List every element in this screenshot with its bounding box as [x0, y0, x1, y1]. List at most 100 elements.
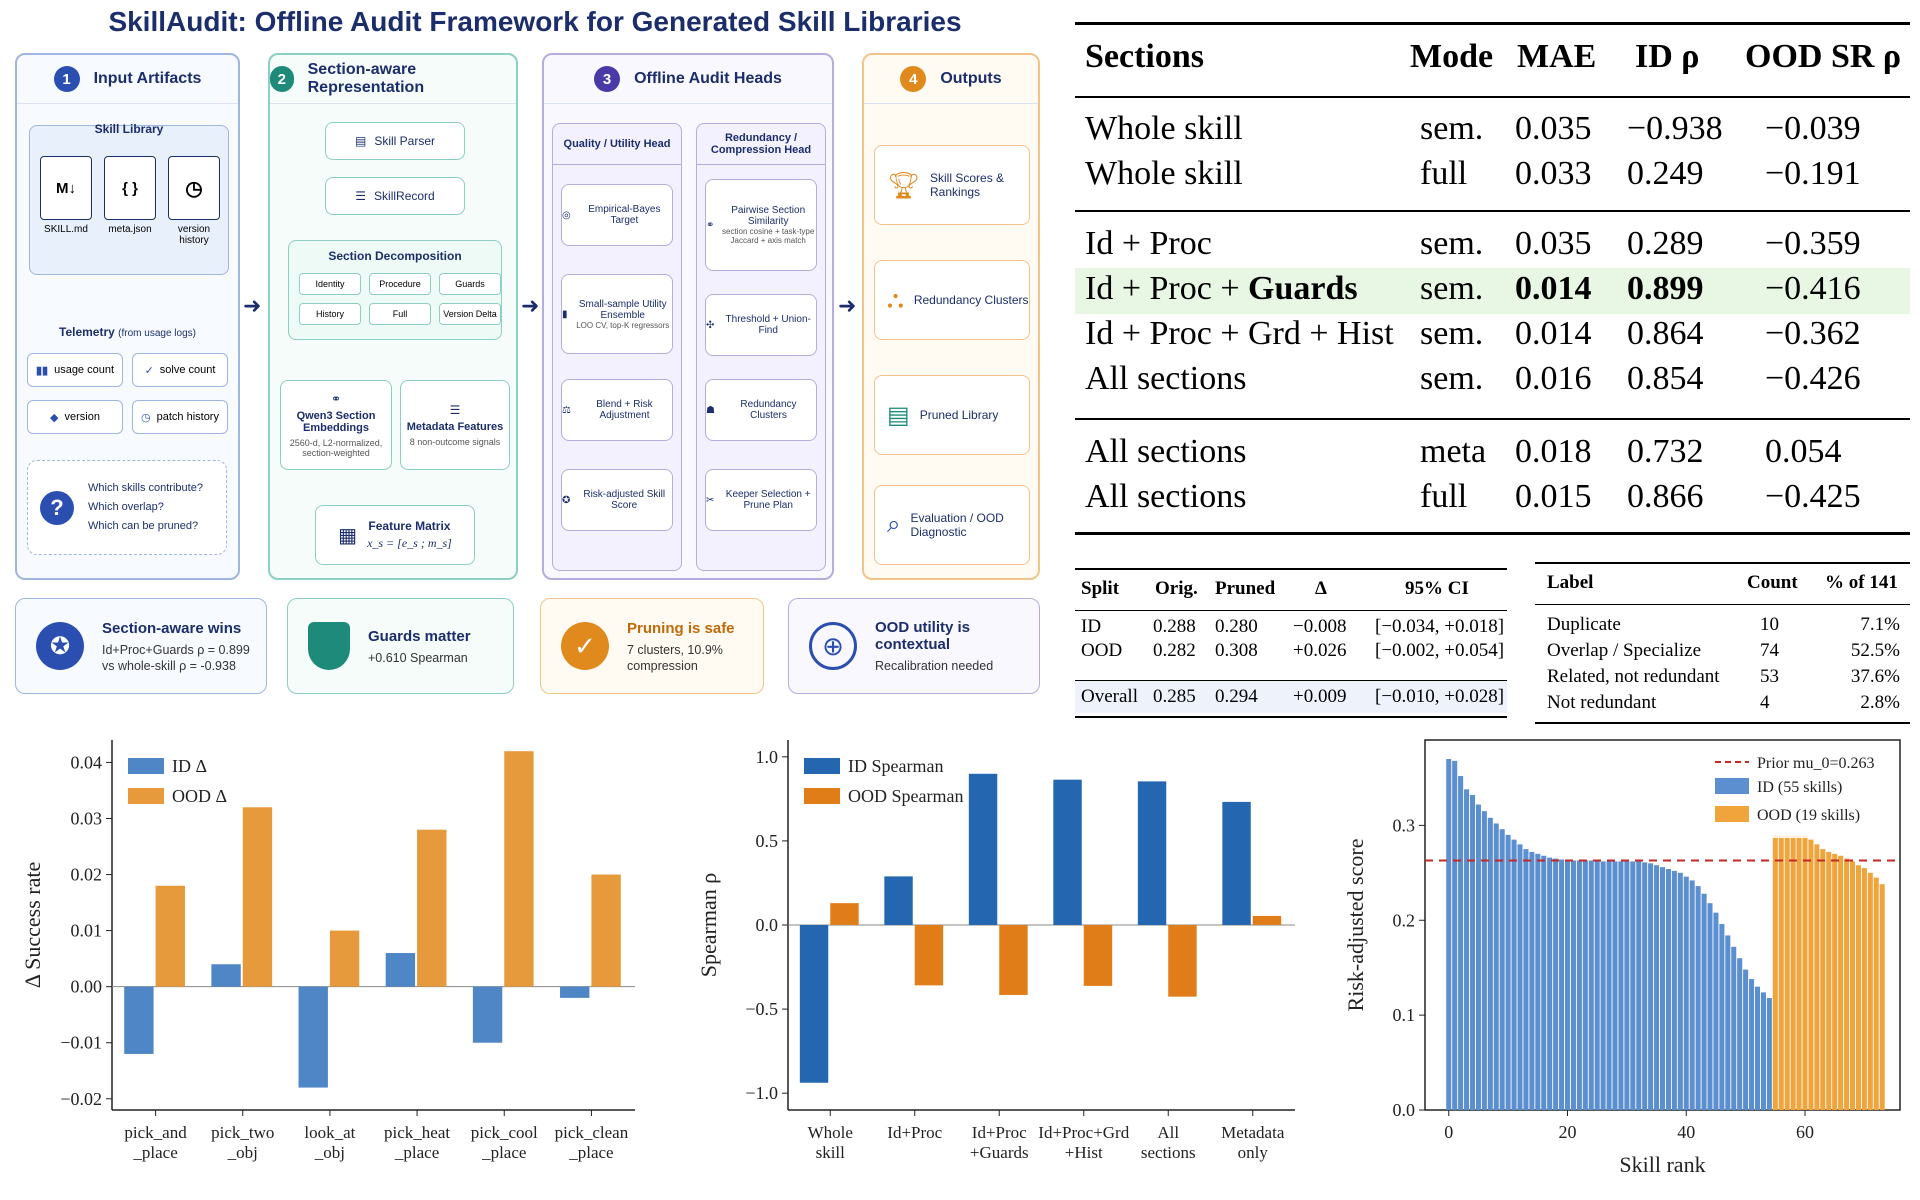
takeaway-ood: ⊕ OOD utility is contextual Recalibration…: [788, 598, 1040, 694]
bar: [329, 930, 360, 987]
table-cell: 7.1%: [1860, 614, 1900, 635]
bar: [968, 773, 998, 925]
x-tick-label: +Guards: [970, 1143, 1029, 1162]
table-cell: 0.033: [1515, 155, 1592, 192]
head-step-box[interactable]: ☗ Redundancy Clusters: [705, 379, 817, 441]
head-step-box[interactable]: ⚭ Pairwise Section Similarity section cosi…: [705, 179, 817, 271]
takeaway-sub: compression: [627, 658, 698, 673]
row-label: Not redundant: [1547, 692, 1657, 713]
output-scores[interactable]: 🏆︎ Skill Scores & Rankings: [874, 145, 1030, 225]
output-label: Evaluation / OOD Diagnostic: [910, 511, 1004, 539]
file-skill-md[interactable]: M↓ SKILL.md: [40, 156, 92, 266]
row-label: Whole skill: [1085, 155, 1243, 192]
bar: [1784, 834, 1790, 1110]
bar: [1677, 872, 1683, 1110]
section-chip[interactable]: Procedure: [369, 273, 431, 295]
bar: [1137, 781, 1167, 925]
bar: [1168, 925, 1197, 997]
bar: [1588, 860, 1594, 1110]
bar: [914, 925, 944, 986]
head-step-box[interactable]: ▮ Small-sample Utility Ensemble LOO CV, to…: [561, 274, 673, 354]
takeaway-sub: +0.610 Spearman: [368, 650, 468, 665]
section-chip[interactable]: Version Delta: [439, 303, 501, 325]
scissors-icon: ✂: [706, 494, 715, 506]
table-rule: [1535, 604, 1910, 605]
section-chip[interactable]: Guards: [439, 273, 501, 295]
bar: [1493, 823, 1499, 1110]
bar: [1452, 760, 1458, 1110]
section-chip[interactable]: Full: [369, 303, 431, 325]
table-cell: [−0.002, +0.054]: [1375, 640, 1505, 661]
y-tick-label: 0.01: [71, 921, 103, 941]
guards-emphasis: Guards: [1248, 270, 1358, 307]
table-cell: 0.014: [1515, 315, 1592, 352]
table-cell: sem.: [1420, 270, 1484, 307]
panel-title: Offline Audit Heads: [634, 70, 782, 87]
bar: [1772, 834, 1778, 1110]
output-label: Skill Scores & Rankings: [930, 171, 1005, 199]
head-step-box[interactable]: ✪ Risk-adjusted Skill Score: [561, 469, 673, 531]
head-step-box[interactable]: ✣ Threshold + Union-Find: [705, 294, 817, 356]
table-cell: 0.864: [1627, 315, 1704, 352]
feature-matrix-box[interactable]: ▦ Feature Matrix x_s = [e_s ; m_s]: [315, 505, 475, 565]
bar: [1701, 893, 1707, 1110]
head-step-box[interactable]: ✂ Keeper Selection + Prune Plan: [705, 469, 817, 531]
section-chip[interactable]: History: [299, 303, 361, 325]
y-tick-label: −1.0: [745, 1083, 778, 1103]
legend-swatch: [804, 788, 840, 804]
bar: [1618, 861, 1624, 1110]
question-line: Which skills contribute?: [88, 482, 203, 494]
table-cell: 0.035: [1515, 110, 1592, 147]
y-axis-label: Risk-adjusted score: [1343, 839, 1368, 1012]
file-version-history[interactable]: ◷ version history: [168, 156, 220, 266]
telemetry-patch-history[interactable]: ◷ patch history: [132, 400, 228, 434]
telemetry-usage-count[interactable]: ▮▮ usage count: [27, 353, 123, 387]
embeddings-box[interactable]: ⚭ Qwen3 Section Embeddings 2560-d, L2-no…: [280, 380, 392, 470]
legend-label: Prior mu_0=0.263: [1757, 755, 1874, 772]
bar: [1760, 992, 1766, 1110]
bar: [1600, 861, 1606, 1110]
bar: [1873, 877, 1879, 1110]
bar: [1689, 880, 1695, 1110]
col-header: Label: [1547, 572, 1594, 593]
legend-label: OOD (19 skills): [1757, 807, 1860, 824]
output-pruned-library[interactable]: ▤ Pruned Library: [874, 375, 1030, 455]
telemetry-solve-count[interactable]: ✓ solve count: [132, 353, 228, 387]
x-tick-label: pick_and: [124, 1123, 187, 1142]
bar: [1683, 876, 1689, 1110]
database-icon: ☰: [355, 189, 367, 203]
table-rule: [1075, 96, 1910, 98]
metadata-box[interactable]: ☰ Metadata Features 8 non-outcome signal…: [400, 380, 510, 470]
bar: [1731, 946, 1737, 1110]
highlight-row-bg: [1075, 268, 1910, 314]
head-step-box[interactable]: ◎ Empirical-Bayes Target: [561, 184, 673, 246]
x-tick-label: pick_heat: [384, 1123, 450, 1142]
table-rule: [1075, 610, 1507, 611]
output-clusters[interactable]: ⛬ Redundancy Clusters: [874, 260, 1030, 340]
legend-label: ID Δ: [172, 756, 207, 776]
output-evaluation[interactable]: ⌕ Evaluation / OOD Diagnostic: [874, 485, 1030, 565]
table-cell: 0.018: [1515, 433, 1592, 470]
table-cell: +0.009: [1293, 686, 1347, 707]
table-cell: 0.899: [1627, 270, 1704, 307]
file-meta-json[interactable]: { } meta.json: [104, 156, 156, 266]
table-cell: [−0.034, +0.018]: [1375, 616, 1505, 637]
head-step-box[interactable]: ⚖ Blend + Risk Adjustment: [561, 379, 673, 441]
section-chip[interactable]: Identity: [299, 273, 361, 295]
results-table: Sections Mode MAE ID ρ OOD SR ρ Whole sk…: [0, 0, 1920, 540]
bar: [211, 964, 241, 987]
telemetry-version[interactable]: ◆ version: [27, 400, 123, 434]
skill-record-box[interactable]: ☰ SkillRecord: [325, 177, 465, 215]
x-tick-label: _place: [568, 1143, 613, 1162]
bar: [1523, 849, 1529, 1110]
panel-header: 1 Input Artifacts: [17, 55, 238, 104]
flow-arrow-icon: ➜: [838, 293, 857, 318]
bar: [1458, 776, 1464, 1110]
skill-parser-box[interactable]: ▤ Skill Parser: [325, 122, 465, 160]
row-label: All sections: [1085, 360, 1247, 397]
bar: [1778, 834, 1784, 1110]
table-cell: full: [1420, 478, 1468, 515]
step-number: 3: [594, 66, 621, 92]
x-tick-label: only: [1238, 1143, 1269, 1162]
